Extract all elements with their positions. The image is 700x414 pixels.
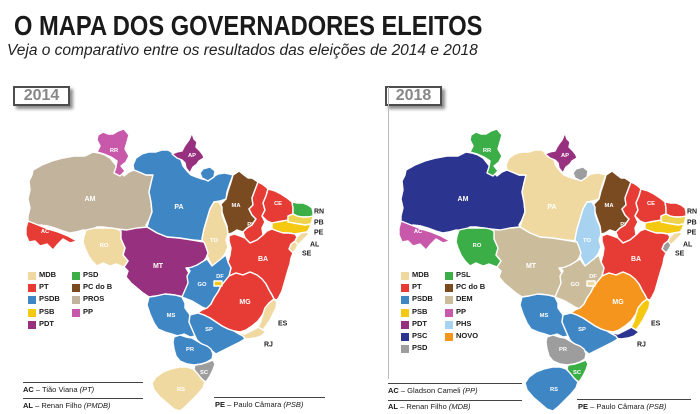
svg-text:MG: MG: [612, 299, 624, 306]
svg-text:MG: MG: [239, 299, 251, 306]
svg-text:SP: SP: [205, 327, 213, 333]
svg-text:MA: MA: [604, 203, 614, 209]
svg-text:AM: AM: [458, 196, 469, 203]
svg-text:PR: PR: [559, 347, 568, 353]
svg-text:RN: RN: [687, 209, 697, 216]
svg-text:RS: RS: [177, 387, 185, 393]
svg-text:MT: MT: [526, 263, 537, 270]
svg-text:PA: PA: [547, 204, 556, 211]
svg-text:CE: CE: [274, 201, 282, 207]
svg-text:BA: BA: [631, 256, 641, 263]
svg-text:RN: RN: [314, 209, 324, 216]
svg-text:BA: BA: [258, 256, 268, 263]
svg-text:RJ: RJ: [264, 342, 273, 349]
svg-text:SE: SE: [302, 251, 312, 258]
svg-text:AP: AP: [561, 153, 569, 159]
svg-text:PR: PR: [186, 347, 195, 353]
svg-text:PB: PB: [687, 220, 697, 227]
svg-text:AC: AC: [41, 229, 50, 235]
svg-text:MS: MS: [540, 313, 549, 319]
svg-text:AL: AL: [683, 242, 693, 249]
svg-text:ES: ES: [651, 321, 661, 328]
svg-text:SP: SP: [578, 327, 586, 333]
svg-text:DF: DF: [589, 274, 597, 280]
svg-text:SE: SE: [675, 251, 685, 258]
svg-text:SC: SC: [200, 370, 209, 376]
svg-text:AC: AC: [414, 229, 423, 235]
svg-text:RR: RR: [483, 148, 492, 154]
svg-text:RJ: RJ: [637, 342, 646, 349]
svg-text:PE: PE: [314, 230, 324, 237]
svg-text:RO: RO: [473, 243, 482, 249]
svg-text:PE: PE: [687, 230, 697, 237]
svg-text:SC: SC: [573, 370, 582, 376]
svg-text:PI: PI: [620, 222, 626, 228]
svg-text:AM: AM: [85, 196, 96, 203]
svg-text:MT: MT: [153, 263, 164, 270]
svg-text:RR: RR: [110, 148, 119, 154]
svg-text:ES: ES: [278, 321, 288, 328]
svg-text:MS: MS: [167, 313, 176, 319]
svg-text:AP: AP: [188, 153, 196, 159]
svg-text:MA: MA: [231, 203, 241, 209]
svg-text:PI: PI: [247, 222, 253, 228]
svg-text:TO: TO: [210, 238, 218, 244]
svg-text:GO: GO: [197, 282, 207, 288]
svg-text:AL: AL: [310, 242, 320, 249]
svg-text:TO: TO: [583, 238, 591, 244]
svg-text:DF: DF: [216, 274, 224, 280]
svg-text:PB: PB: [314, 220, 324, 227]
svg-text:PA: PA: [174, 204, 183, 211]
svg-text:CE: CE: [647, 201, 655, 207]
svg-text:GO: GO: [570, 282, 580, 288]
svg-text:RO: RO: [100, 243, 109, 249]
svg-text:RS: RS: [550, 387, 558, 393]
